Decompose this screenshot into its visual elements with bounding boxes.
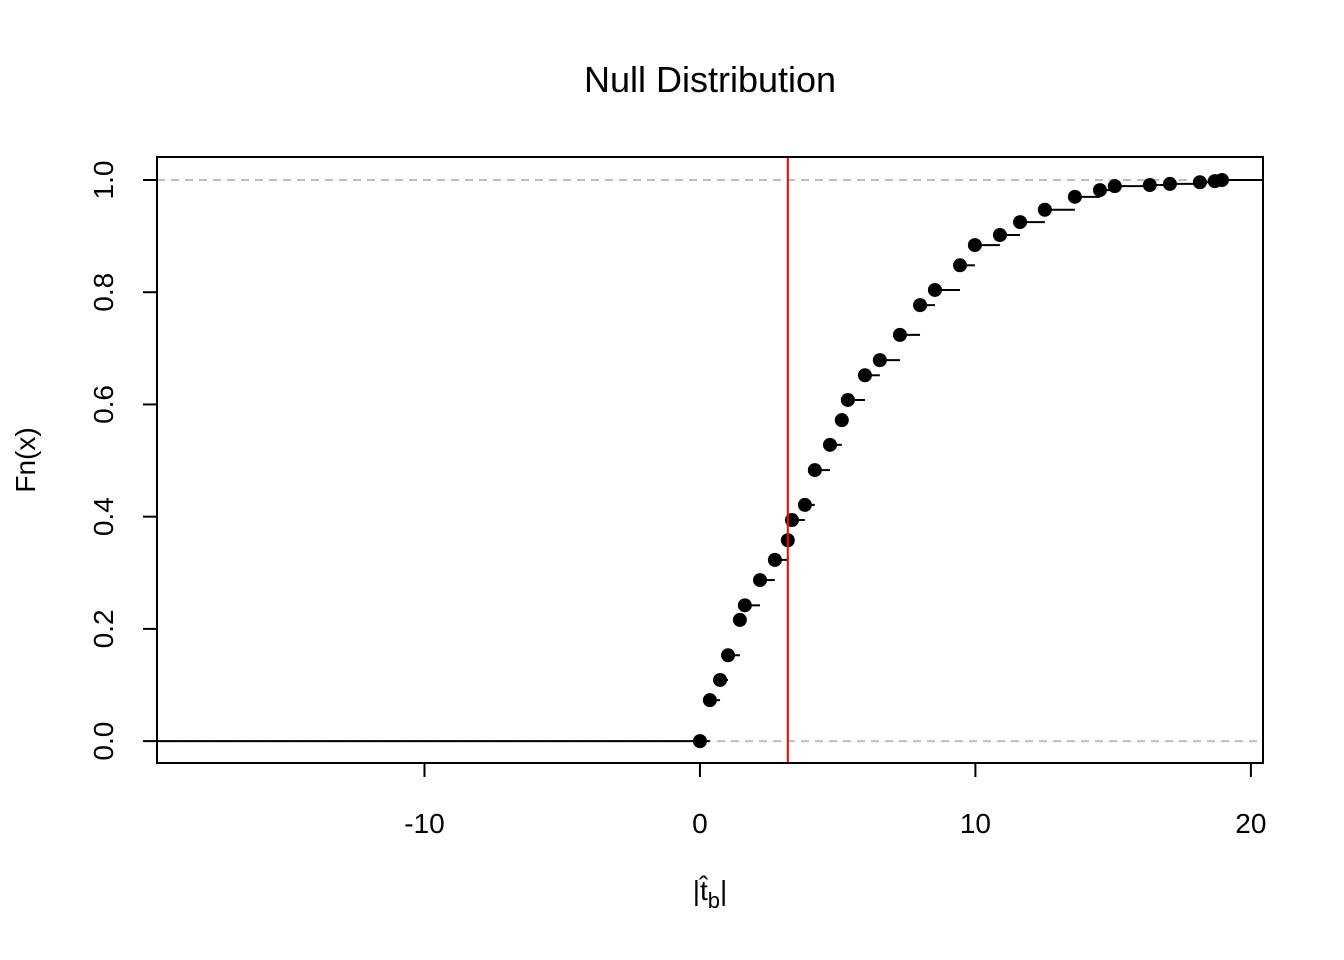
point (702, 693, 717, 708)
y-tick-label: 0.2 (88, 609, 119, 648)
point (872, 353, 887, 368)
x-axis-label: |t̂b| (693, 875, 728, 913)
point (752, 573, 767, 588)
point (834, 413, 849, 428)
point (927, 282, 942, 297)
point (840, 392, 855, 407)
x-tick-label: 10 (960, 808, 991, 839)
y-tick-label: 0.6 (88, 385, 119, 424)
point (797, 497, 812, 512)
y-tick-label: 0.4 (88, 497, 119, 536)
x-label-main: |t̂ (693, 875, 709, 906)
point (692, 734, 707, 749)
x-tick-label: 0 (692, 808, 708, 839)
y-tick-label: 0.0 (88, 722, 119, 761)
x-label-end: | (720, 875, 727, 906)
plot-frame (156, 156, 1264, 764)
point (857, 368, 872, 383)
point (1192, 175, 1207, 190)
point (1162, 176, 1177, 191)
x-label-sub: b (708, 888, 720, 913)
point (767, 552, 782, 567)
point (913, 298, 928, 313)
point (1092, 183, 1107, 198)
point (737, 598, 752, 613)
x-tick-label: 20 (1235, 808, 1266, 839)
point (1067, 189, 1082, 204)
point (952, 258, 967, 273)
y-tick-label: 0.8 (88, 273, 119, 312)
point (992, 227, 1007, 242)
point (721, 648, 736, 663)
point (1037, 202, 1052, 217)
point (807, 463, 822, 478)
point (1142, 178, 1157, 193)
point (892, 327, 907, 342)
point (967, 238, 982, 253)
x-tick-label: -10 (404, 808, 444, 839)
chart-title: Null Distribution (584, 59, 836, 100)
y-tick-label: 1.0 (88, 161, 119, 200)
point (1013, 215, 1028, 230)
y-axis-label: Fn(x) (10, 427, 41, 492)
point (732, 612, 747, 627)
point (1107, 179, 1122, 194)
point (822, 437, 837, 452)
point (713, 672, 728, 687)
point (1214, 173, 1229, 188)
